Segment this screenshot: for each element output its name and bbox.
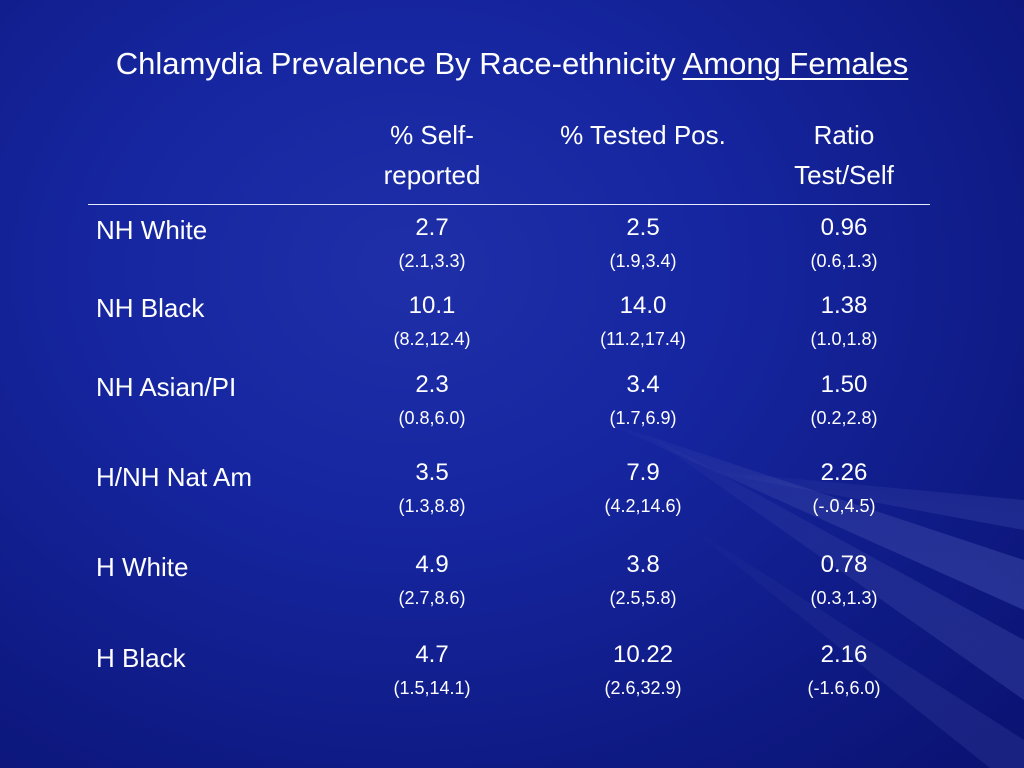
cell-value: 2.3 [415, 371, 449, 398]
column-header-ratio: Ratio Test/Self [744, 115, 944, 195]
cell-value: 1.50 [820, 371, 868, 398]
row-label-h-black: H Black [96, 643, 186, 673]
column-header-line: Test/Self [794, 160, 894, 190]
title-emphasis: Among Females [682, 46, 909, 81]
cell-ratio: 0.96 (0.6,1.3) [744, 214, 944, 272]
cell-self-reported: 2.3 (0.8,6.0) [332, 371, 532, 429]
row-label-h-nh-nat-am: H/NH Nat Am [96, 462, 253, 492]
cell-confidence-interval: (2.1,3.3) [398, 251, 466, 271]
cell-confidence-interval: (0.3,1.3) [810, 588, 878, 608]
cell-ratio: 2.16 (-1.6,6.0) [744, 641, 944, 699]
column-header-tested-positive: % Tested Pos. [523, 115, 763, 155]
cell-confidence-interval: (2.7,8.6) [398, 588, 466, 608]
cell-tested-positive: 3.4 (1.7,6.9) [543, 371, 743, 429]
cell-confidence-interval: (4.2,14.6) [604, 496, 682, 516]
title-main: Chlamydia Prevalence By Race-ethnicity [115, 46, 676, 81]
row-label-nh-white: NH White [96, 215, 208, 245]
cell-self-reported: 4.7 (1.5,14.1) [332, 641, 532, 699]
cell-self-reported: 2.7 (2.1,3.3) [332, 214, 532, 272]
cell-ratio: 1.38 (1.0,1.8) [744, 292, 944, 350]
cell-tested-positive: 7.9 (4.2,14.6) [543, 459, 743, 517]
column-header-line: % Tested Pos. [560, 120, 726, 150]
cell-confidence-interval: (0.2,2.8) [810, 408, 878, 428]
cell-value: 2.16 [820, 641, 868, 668]
cell-confidence-interval: (11.2,17.4) [600, 329, 686, 349]
header-divider [88, 204, 930, 205]
cell-value: 14.0 [619, 292, 667, 319]
cell-value: 3.5 [415, 459, 449, 486]
cell-value: 2.7 [415, 214, 449, 241]
cell-self-reported: 4.9 (2.7,8.6) [332, 551, 532, 609]
cell-confidence-interval: (2.6,32.9) [604, 678, 682, 698]
row-label-h-white: H White [96, 552, 189, 582]
column-header-line: Ratio [813, 120, 875, 150]
cell-confidence-interval: (-1.6,6.0) [807, 678, 881, 698]
column-header-line: % Self- [390, 120, 474, 150]
cell-confidence-interval: (0.8,6.0) [398, 408, 466, 428]
cell-ratio: 2.26 (-.0,4.5) [744, 459, 944, 517]
cell-confidence-interval: (1.7,6.9) [609, 408, 677, 428]
cell-tested-positive: 2.5 (1.9,3.4) [543, 214, 743, 272]
cell-value: 2.26 [820, 459, 868, 486]
cell-self-reported: 3.5 (1.3,8.8) [332, 459, 532, 517]
cell-value: 3.8 [626, 551, 660, 578]
cell-ratio: 1.50 (0.2,2.8) [744, 371, 944, 429]
cell-confidence-interval: (2.5,5.8) [609, 588, 677, 608]
cell-value: 0.78 [820, 551, 868, 578]
cell-self-reported: 10.1 (8.2,12.4) [332, 292, 532, 350]
cell-value: 7.9 [626, 459, 660, 486]
cell-tested-positive: 14.0 (11.2,17.4) [543, 292, 743, 350]
cell-value: 1.38 [820, 292, 868, 319]
cell-value: 2.5 [626, 214, 660, 241]
cell-value: 4.7 [415, 641, 449, 668]
row-label-nh-black: NH Black [96, 293, 205, 323]
cell-ratio: 0.78 (0.3,1.3) [744, 551, 944, 609]
cell-confidence-interval: (1.0,1.8) [810, 329, 878, 349]
column-header-self-reported: % Self- reported [332, 115, 532, 195]
cell-value: 10.1 [408, 292, 456, 319]
cell-confidence-interval: (8.2,12.4) [393, 329, 471, 349]
cell-confidence-interval: (1.3,8.8) [398, 496, 466, 516]
cell-value: 4.9 [415, 551, 449, 578]
slide-title: Chlamydia Prevalence By Race-ethnicity A… [0, 44, 1024, 84]
cell-confidence-interval: (1.9,3.4) [609, 251, 677, 271]
row-label-nh-asian-pi: NH Asian/PI [96, 372, 237, 402]
column-header-line: reported [383, 160, 481, 190]
cell-value: 0.96 [820, 214, 868, 241]
cell-value: 3.4 [626, 371, 660, 398]
cell-tested-positive: 10.22 (2.6,32.9) [543, 641, 743, 699]
cell-value: 10.22 [612, 641, 674, 668]
cell-confidence-interval: (-.0,4.5) [812, 496, 876, 516]
cell-confidence-interval: (1.5,14.1) [393, 678, 471, 698]
cell-confidence-interval: (0.6,1.3) [810, 251, 878, 271]
cell-tested-positive: 3.8 (2.5,5.8) [543, 551, 743, 609]
